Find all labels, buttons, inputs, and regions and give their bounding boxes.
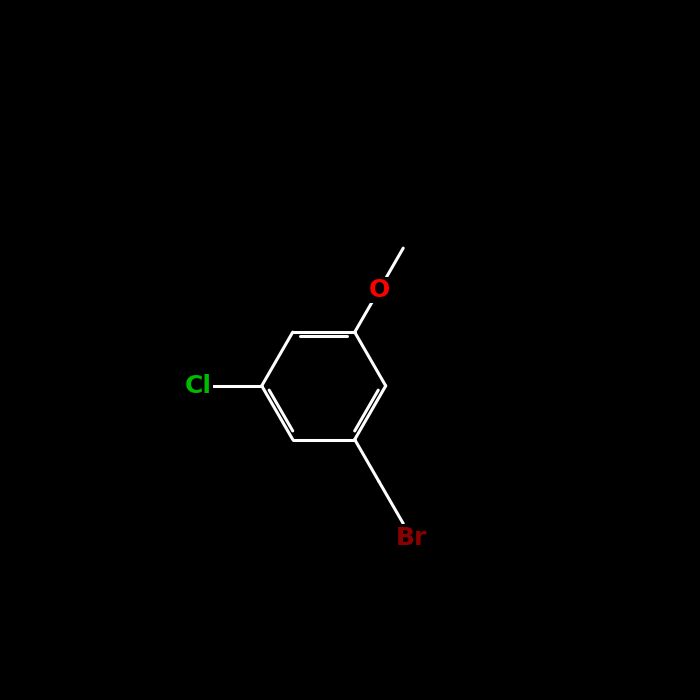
Text: O: O	[368, 278, 390, 302]
Text: Cl: Cl	[185, 374, 211, 398]
Text: Br: Br	[395, 526, 427, 550]
